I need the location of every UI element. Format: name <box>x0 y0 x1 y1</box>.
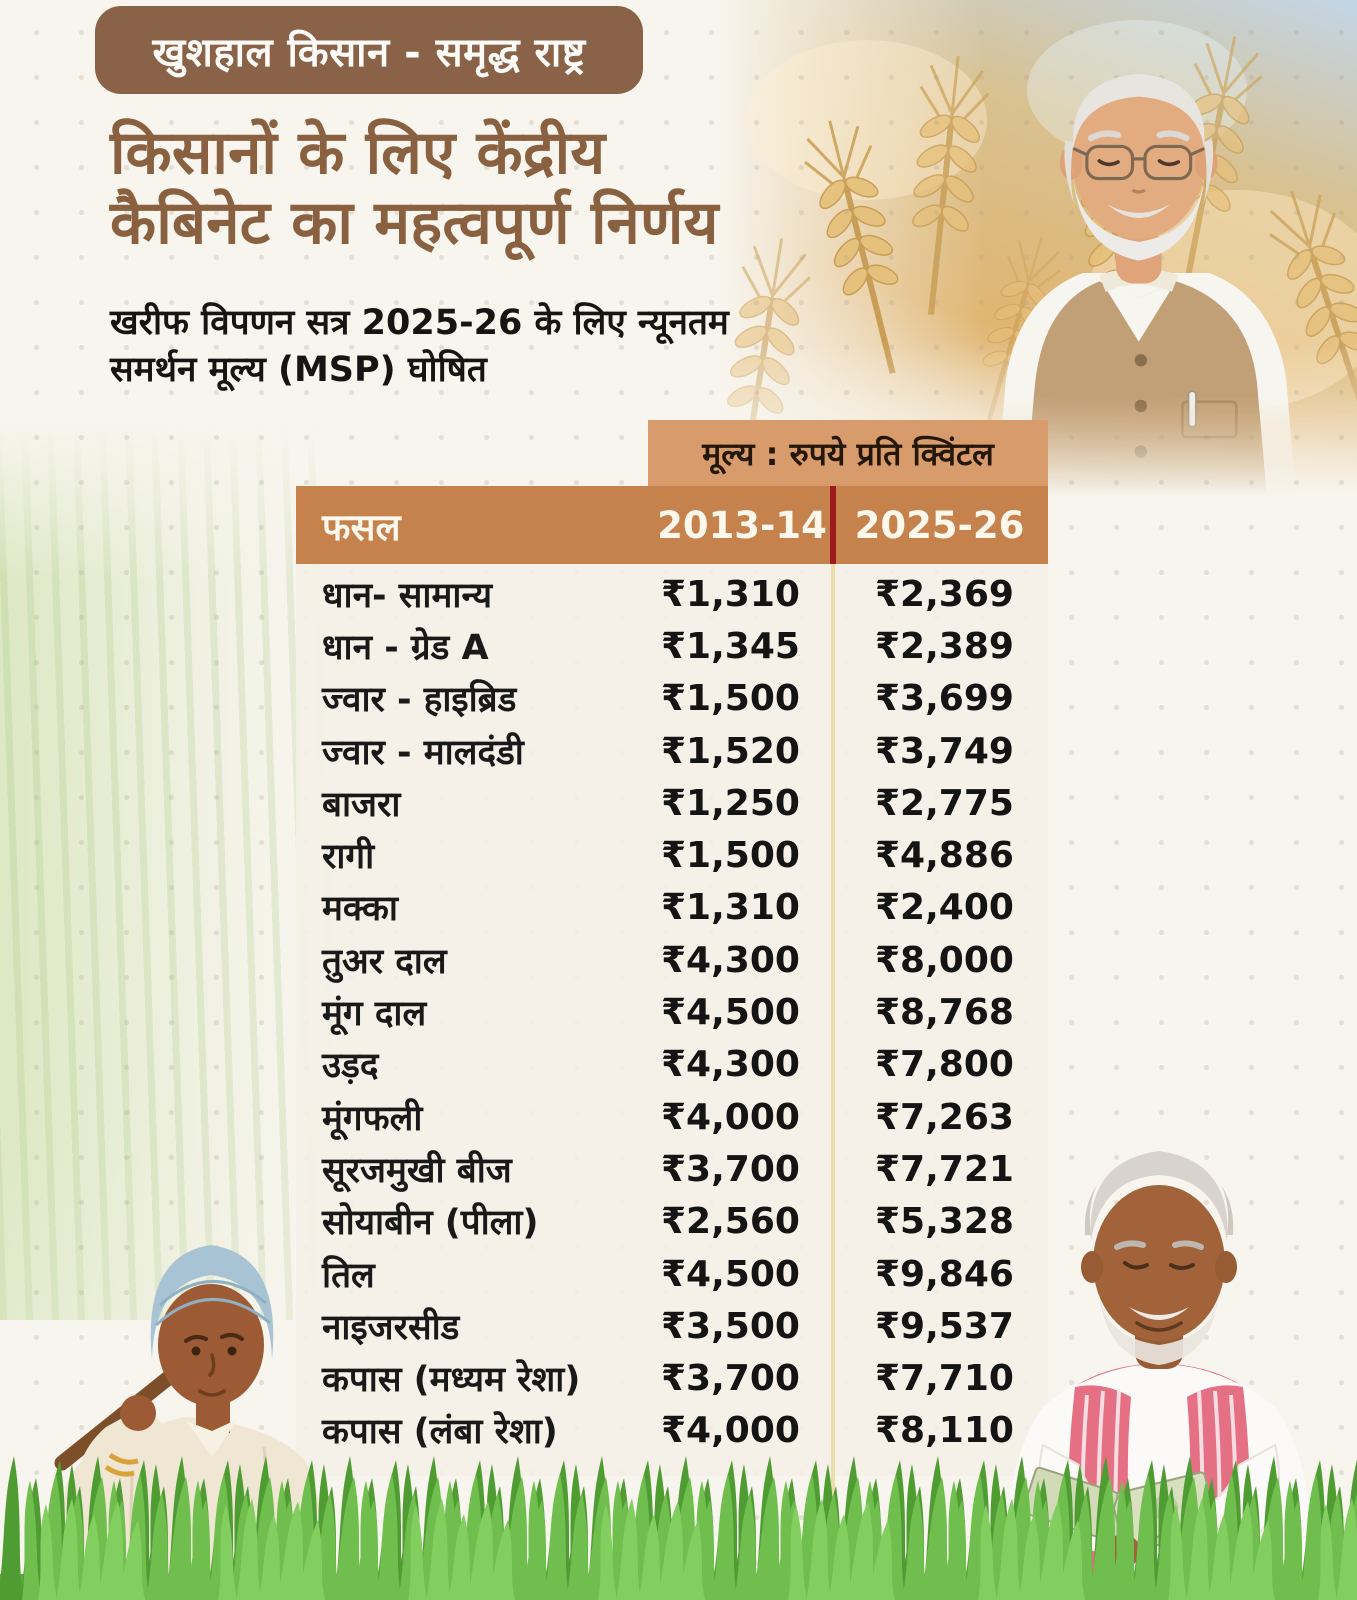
price-2013-14: ₹1,500 <box>661 835 800 877</box>
price-unit-header: मूल्य : रुपये प्रति क्विंटल <box>648 420 1048 486</box>
price-2013-14: ₹4,000 <box>661 1410 800 1452</box>
table-row: मक्का ₹1,310 ₹2,400 <box>296 882 1048 934</box>
price-2025-26: ₹9,846 <box>875 1253 1014 1295</box>
table-row: तुअर दाल ₹4,300 ₹8,000 <box>296 934 1048 986</box>
price-2025-26: ₹7,800 <box>875 1044 1014 1086</box>
price-2013-14: ₹2,560 <box>661 1201 800 1243</box>
crop-name: सूरजमुखी बीज <box>322 1150 512 1191</box>
table-row: सूरजमुखी बीज ₹3,700 ₹7,721 <box>296 1143 1048 1195</box>
crop-name: मक्का <box>322 889 398 930</box>
column-header-2025-26: 2025-26 <box>854 503 1025 547</box>
price-2025-26: ₹8,110 <box>875 1410 1014 1452</box>
crop-name: रागी <box>322 837 375 878</box>
table-row: धान- सामान्य ₹1,310 ₹2,369 <box>296 568 1048 620</box>
pm-modi-photo <box>927 26 1357 504</box>
price-2013-14: ₹1,500 <box>661 678 800 720</box>
price-2025-26: ₹9,537 <box>875 1305 1014 1347</box>
page-title: किसानों के लिए केंद्रीय कैबिनेट का महत्वप… <box>110 118 719 258</box>
body-column-divider <box>831 564 835 1502</box>
price-2013-14: ₹4,500 <box>661 1253 800 1295</box>
price-2025-26: ₹2,389 <box>875 625 1014 667</box>
price-2025-26: ₹3,749 <box>875 730 1014 772</box>
price-2025-26: ₹2,400 <box>875 887 1014 929</box>
price-2013-14: ₹1,345 <box>661 625 800 667</box>
crop-name: ज्वार - हाइब्रिड <box>322 680 517 721</box>
paddy-field-photo <box>0 420 330 1320</box>
crop-name: तुअर दाल <box>322 941 447 982</box>
crop-name: कपास (लंबा रेशा) <box>322 1412 558 1453</box>
price-2025-26: ₹3,699 <box>875 678 1014 720</box>
crop-name: मूंग दाल <box>322 994 427 1035</box>
price-2025-26: ₹8,768 <box>875 992 1014 1034</box>
crop-name: नाइजरसीड <box>322 1307 460 1348</box>
crop-name: सोयाबीन (पीला) <box>322 1203 539 1244</box>
page-title-line1: किसानों के लिए केंद्रीय <box>110 118 606 188</box>
price-2025-26: ₹7,721 <box>875 1148 1014 1190</box>
table-row: धान - ग्रेड A ₹1,345 ₹2,389 <box>296 620 1048 672</box>
man-counting-money-photo <box>957 1085 1357 1600</box>
subtitle-line1: खरीफ विपणन सत्र 2025-26 के लिए न्यूनतम <box>110 303 729 343</box>
price-2025-26: ₹2,369 <box>875 573 1014 615</box>
slogan-badge-label: खुशहाल किसान - समृद्ध राष्ट्र <box>152 29 586 76</box>
crop-name: ज्वार - मालदंडी <box>322 732 524 773</box>
price-2025-26: ₹2,775 <box>875 782 1014 824</box>
price-2025-26: ₹4,886 <box>875 835 1014 877</box>
price-2013-14: ₹4,000 <box>661 1096 800 1138</box>
subtitle-line2: समर्थन मूल्य (MSP) घोषित <box>110 349 487 390</box>
crop-name: बाजरा <box>322 784 401 825</box>
price-2025-26: ₹8,000 <box>875 939 1014 981</box>
price-2013-14: ₹4,500 <box>661 992 800 1034</box>
crop-name: धान- सामान्य <box>322 575 493 616</box>
price-2025-26: ₹5,328 <box>875 1201 1014 1243</box>
table-row: कपास (मध्यम रेशा) ₹3,700 ₹7,710 <box>296 1352 1048 1404</box>
table-row: ज्वार - मालदंडी ₹1,520 ₹3,749 <box>296 725 1048 777</box>
price-2013-14: ₹1,250 <box>661 782 800 824</box>
subtitle: खरीफ विपणन सत्र 2025-26 के लिए न्यूनतम सम… <box>110 300 729 393</box>
header-column-divider <box>830 486 836 564</box>
table-row: बाजरा ₹1,250 ₹2,775 <box>296 777 1048 829</box>
table-row: कपास (लंबा रेशा) ₹4,000 ₹8,110 <box>296 1405 1048 1457</box>
crop-name: धान - ग्रेड A <box>322 627 489 668</box>
page-title-line2: कैबिनेट का महत्वपूर्ण निर्णय <box>110 188 719 259</box>
price-2013-14: ₹1,520 <box>661 730 800 772</box>
price-2013-14: ₹3,700 <box>661 1148 800 1190</box>
msp-table-rows: धान- सामान्य ₹1,310 ₹2,369 धान - ग्रेड A ₹1,… <box>296 568 1048 1457</box>
crop-name: कपास (मध्यम रेशा) <box>322 1360 581 1401</box>
table-row: उड़द ₹4,300 ₹7,800 <box>296 1039 1048 1091</box>
table-row: मूंग दाल ₹4,500 ₹8,768 <box>296 986 1048 1038</box>
column-header-crop: फसल <box>322 505 401 549</box>
price-2013-14: ₹4,300 <box>661 939 800 981</box>
table-row: मूंगफली ₹4,000 ₹7,263 <box>296 1091 1048 1143</box>
column-header-2013-14: 2013-14 <box>657 503 827 547</box>
slogan-badge: खुशहाल किसान - समृद्ध राष्ट्र <box>95 6 643 94</box>
table-row: नाइजरसीड ₹3,500 ₹9,537 <box>296 1300 1048 1352</box>
price-2025-26: ₹7,710 <box>875 1358 1014 1400</box>
price-2013-14: ₹4,300 <box>661 1044 800 1086</box>
crop-name: उड़द <box>322 1046 379 1087</box>
table-row: सोयाबीन (पीला) ₹2,560 ₹5,328 <box>296 1196 1048 1248</box>
table-row: ज्वार - हाइब्रिड ₹1,500 ₹3,699 <box>296 673 1048 725</box>
crop-name: तिल <box>322 1255 375 1296</box>
price-2025-26: ₹7,263 <box>875 1096 1014 1138</box>
table-body-panel <box>296 564 1048 1476</box>
price-2013-14: ₹1,310 <box>661 573 800 615</box>
price-2013-14: ₹3,500 <box>661 1305 800 1347</box>
price-2013-14: ₹3,700 <box>661 1358 800 1400</box>
price-2013-14: ₹1,310 <box>661 887 800 929</box>
table-row: रागी ₹1,500 ₹4,886 <box>296 829 1048 881</box>
woman-farmer-photo <box>14 1155 344 1600</box>
table-header: फसल 2013-14 2025-26 <box>296 486 1048 564</box>
crop-name: मूंगफली <box>322 1098 423 1139</box>
table-row: तिल ₹4,500 ₹9,846 <box>296 1248 1048 1300</box>
